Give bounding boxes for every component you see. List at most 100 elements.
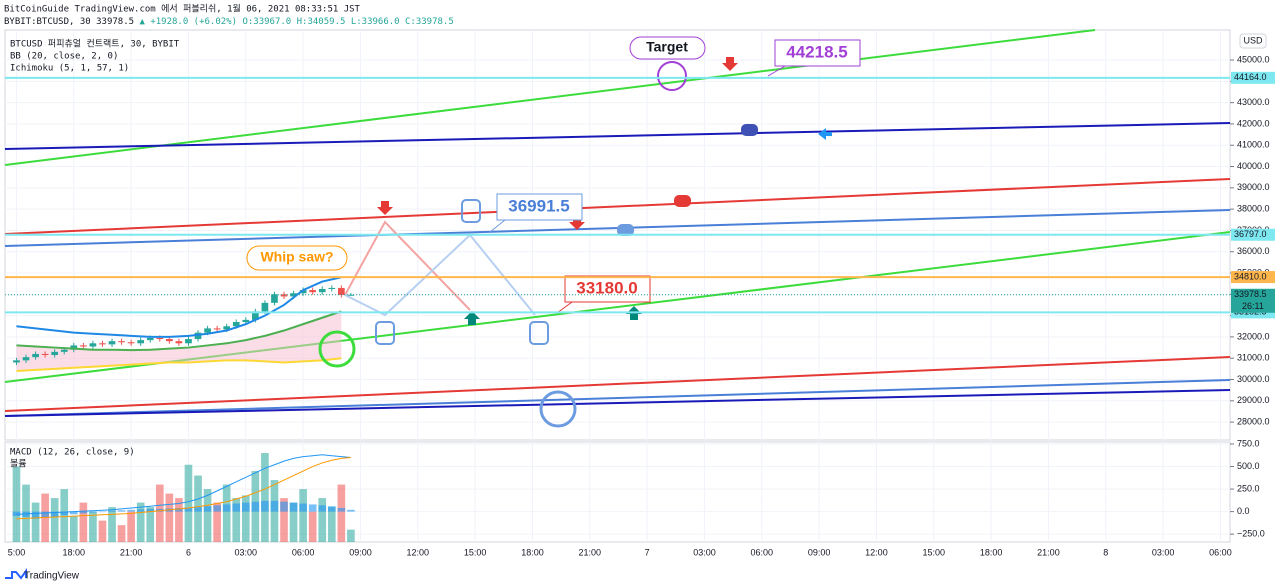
candle-body [89, 343, 97, 347]
volume-bar [60, 489, 69, 542]
y-tick-label: 41000.0 [1237, 140, 1270, 150]
volume-bar [127, 511, 135, 542]
candle-body [22, 357, 30, 361]
histogram-bar [308, 504, 317, 512]
callouts: Target 44218.5 36991.5 33180.0 Whip saw? [246, 36, 861, 314]
histogram-bar [337, 508, 346, 512]
x-tick-label: 06:00 [1209, 547, 1232, 557]
candle-body [118, 341, 125, 343]
trendline [4, 122, 1231, 150]
candle-body [232, 322, 240, 327]
x-tick-label: 15:00 [464, 547, 487, 557]
callout-box [629, 36, 706, 60]
y-tick-label: 45000.0 [1237, 54, 1270, 64]
y-tick-label: −250.0 [1237, 529, 1265, 539]
hand-icon [375, 321, 395, 345]
candle-body [328, 287, 336, 289]
macd-pane [4, 441, 1231, 543]
histogram-bar [289, 502, 298, 512]
histogram-bar [232, 503, 241, 512]
candle-body [280, 294, 288, 297]
volume-bar [222, 484, 231, 542]
histogram-bar [108, 510, 116, 512]
histogram-bar [79, 511, 88, 514]
histogram-bar [41, 511, 49, 518]
y-tick-label: 250.0 [1237, 483, 1260, 493]
candle-body [80, 345, 87, 347]
histogram-bar [241, 502, 250, 512]
down-arrow [377, 201, 393, 215]
candle-body [194, 332, 202, 340]
y-tick-label: 750.0 [1237, 438, 1260, 448]
overlay-line [16, 276, 342, 338]
histogram-bar [136, 509, 145, 512]
candle-body [242, 319, 250, 323]
overlay-line [16, 357, 342, 372]
callout-pointer [489, 219, 506, 233]
currency-button[interactable] [1239, 33, 1267, 49]
x-tick-label: 18:00 [521, 547, 544, 557]
callout-box [774, 39, 861, 67]
cloud [16, 311, 342, 371]
symbol-line: BYBIT:BTCUSD, 30 33978.5 ▲ +1928.0 (+6.0… [4, 17, 454, 27]
x-tick-label: 7 [645, 547, 650, 557]
callout-pointer [556, 301, 573, 314]
callout-pointer [767, 65, 786, 77]
candle-body [108, 341, 116, 345]
histogram-bar [222, 504, 231, 512]
histogram-bar [175, 508, 183, 512]
x-tick-label: 18:00 [63, 547, 86, 557]
macd-line [16, 454, 351, 515]
volume-bar [117, 525, 126, 542]
volume-bar [69, 516, 78, 542]
left-arrow [818, 128, 832, 140]
volume-bar [261, 453, 269, 542]
candle-body [51, 351, 59, 356]
candle-body [166, 339, 173, 342]
volume-bar [98, 520, 107, 542]
x-tick-label: 21:00 [579, 547, 602, 557]
path-arrow [344, 233, 536, 317]
footer: TradingView [5, 567, 80, 582]
y-tick-label: 40000.0 [1237, 161, 1270, 171]
price-label: 34810.0 [1234, 271, 1267, 281]
volume-bar [108, 507, 116, 542]
currency[interactable]: USD [1243, 35, 1263, 45]
y-tick-label: 31000.0 [1237, 353, 1270, 363]
histogram-bar [50, 511, 59, 518]
trendline [4, 379, 1231, 417]
candle-body [70, 345, 78, 350]
smiley [657, 61, 687, 91]
callout-box [496, 193, 583, 221]
legend-item: Ichimoku (5, 1, 57, 1) [10, 64, 129, 74]
volume-bar [146, 507, 155, 542]
candle-body [137, 340, 145, 344]
price-label: 36797.0 [1234, 229, 1267, 239]
grid [5, 30, 1230, 542]
histogram-bar [184, 507, 193, 512]
volume-bar [347, 529, 355, 542]
candle-body [175, 341, 183, 344]
histogram-bar [270, 500, 279, 512]
trendline [4, 29, 1096, 166]
volume-bar [308, 511, 317, 542]
candle-body [127, 342, 135, 344]
x-tick-label: 12:00 [407, 547, 430, 557]
x-tick-label: 03:00 [693, 547, 716, 557]
cat-icon [617, 224, 634, 236]
volume-bar [318, 498, 327, 542]
x-tick-label: 06:00 [292, 547, 315, 557]
volume-bar [213, 502, 221, 542]
histogram-bar [318, 505, 327, 512]
symbol: BYBIT:BTCUSD, 30 [4, 17, 91, 27]
callout: Target [646, 39, 688, 55]
x-tick-label: 18:00 [980, 547, 1003, 557]
histogram-bar [31, 511, 40, 519]
x-tick-label: 21:00 [1037, 547, 1060, 557]
callout: 44218.5 [786, 42, 847, 61]
x-tick-label: 8 [1103, 547, 1108, 557]
logo [5, 567, 27, 580]
candle-body [41, 353, 49, 356]
signal-line [16, 457, 351, 520]
